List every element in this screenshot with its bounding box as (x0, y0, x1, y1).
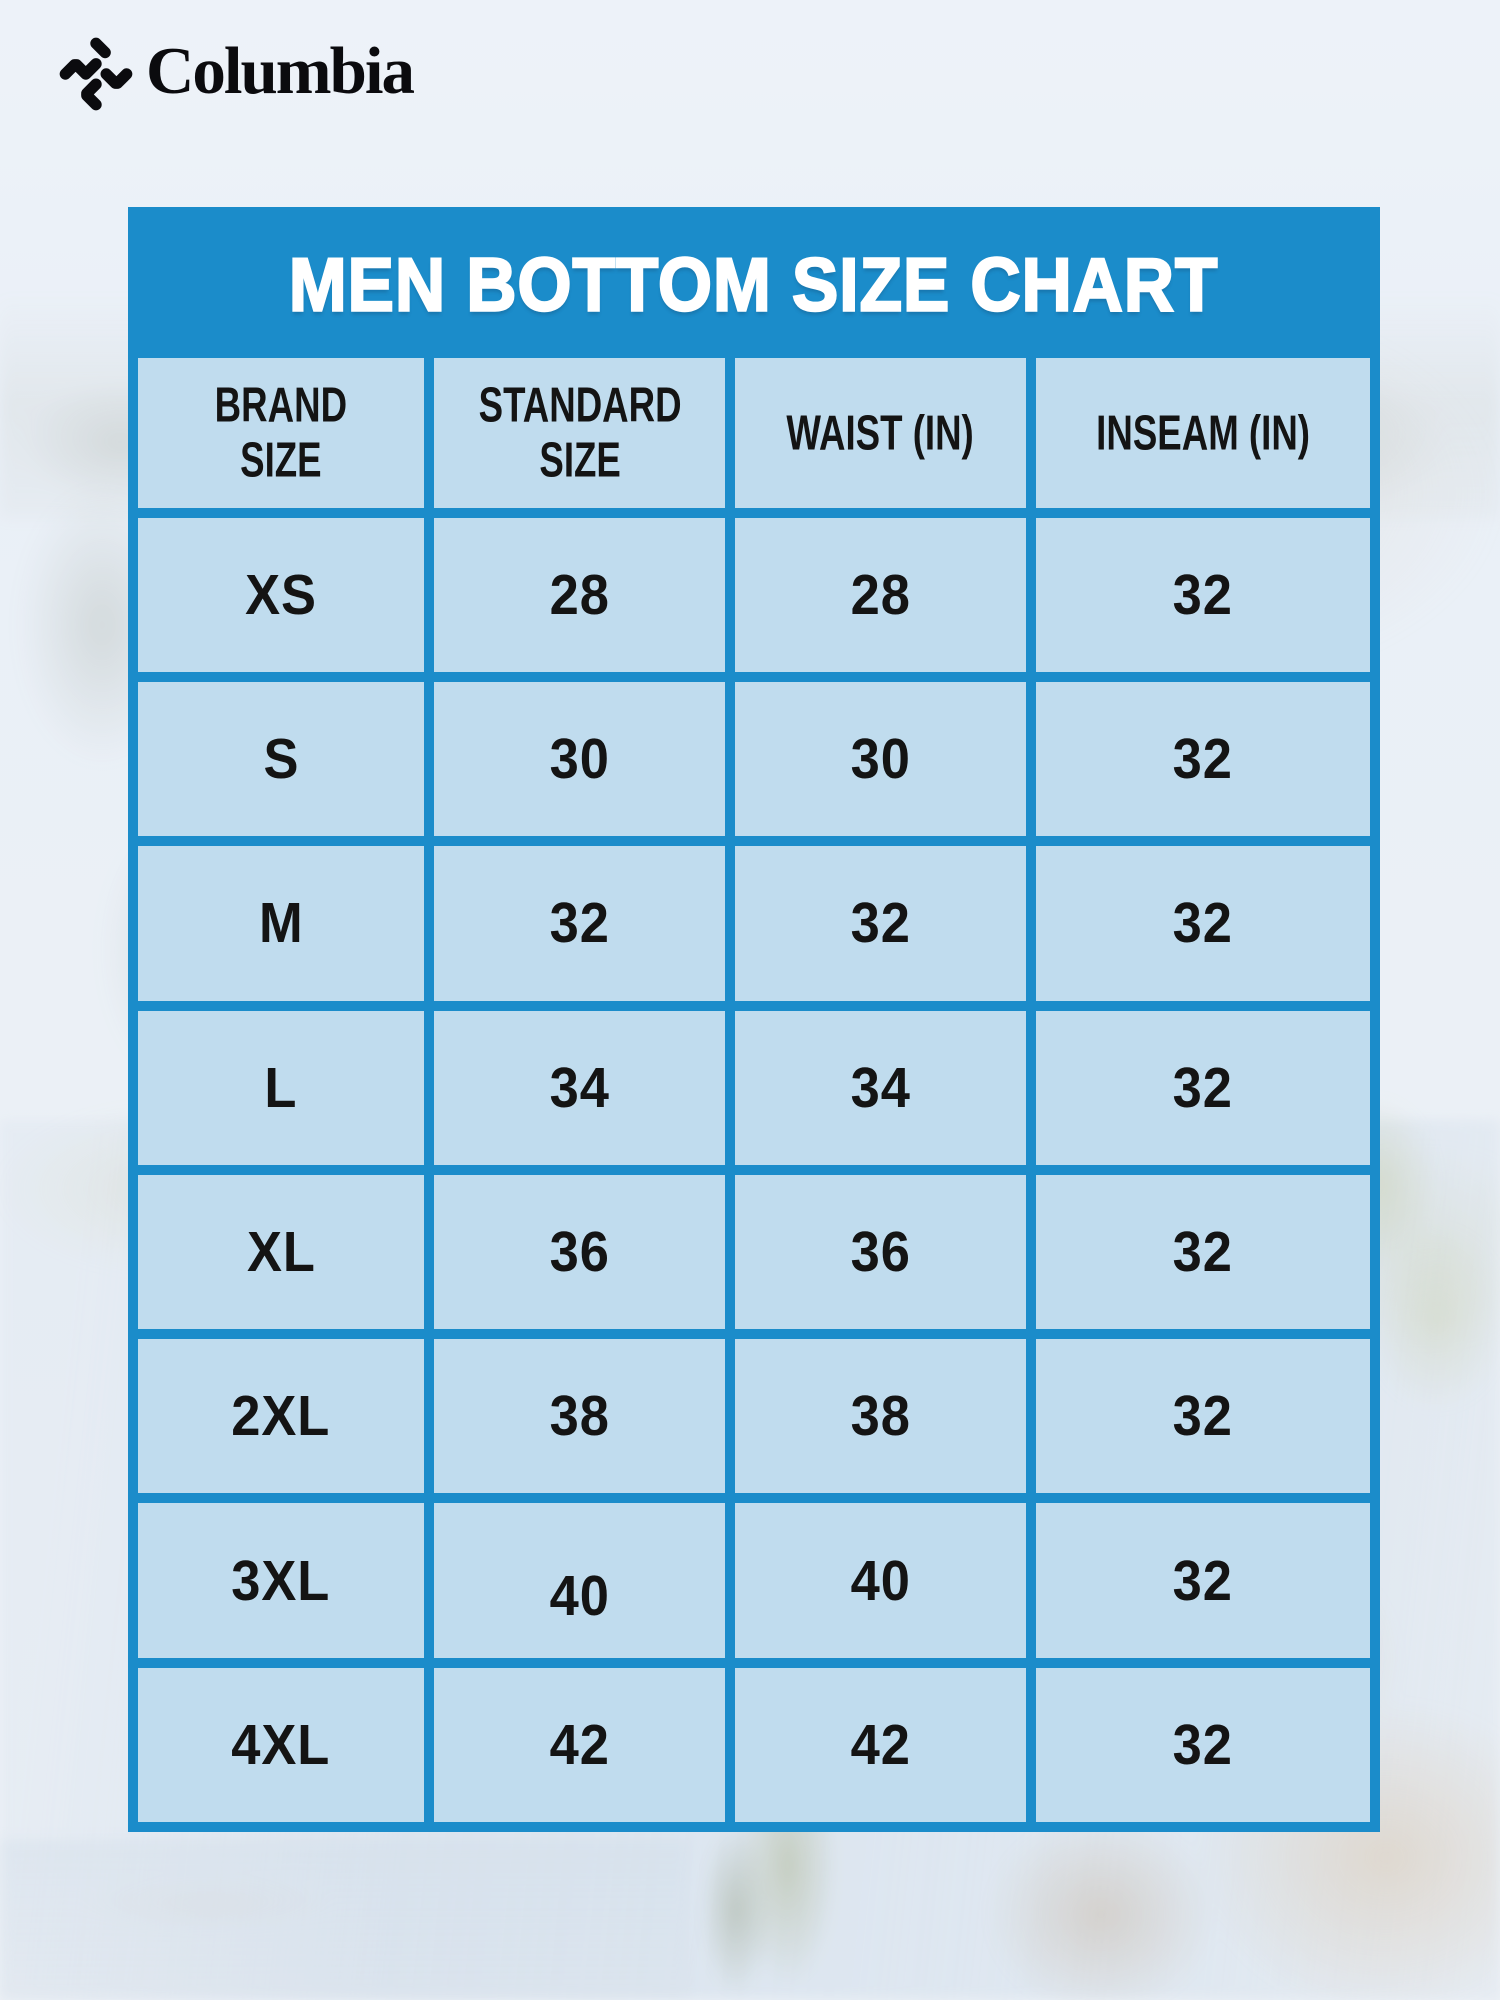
cell-value: 32 (1172, 727, 1233, 792)
size-value-cell: 32 (1035, 1667, 1370, 1822)
size-value-cell: 28 (434, 517, 726, 672)
cell-value: L (264, 1055, 298, 1120)
cell-value: M (258, 891, 304, 956)
size-value-cell: 32 (1035, 1174, 1370, 1330)
cell-value: 42 (549, 1712, 610, 1777)
size-value-cell: 32 (1035, 517, 1370, 672)
size-value-cell: 32 (1035, 1010, 1370, 1165)
size-value-cell: 28 (735, 517, 1026, 672)
brand-size-cell: 3XL (138, 1503, 425, 1658)
cell-value: 34 (850, 1055, 911, 1120)
size-chart-table: MEN BOTTOM SIZE CHART BRAND SIZE STANDARD… (128, 207, 1380, 1832)
size-value-cell: 42 (434, 1667, 726, 1822)
cell-value: S (263, 727, 300, 792)
cell-value: 34 (549, 1055, 610, 1120)
cell-value: 36 (850, 1219, 911, 1284)
size-value-cell: 32 (735, 846, 1026, 1001)
size-value-cell: 32 (434, 846, 726, 1001)
column-header: STANDARD SIZE (434, 358, 726, 508)
cell-value: 3XL (231, 1548, 331, 1613)
size-value-cell: 34 (735, 1010, 1026, 1165)
cell-value: 32 (1172, 1548, 1233, 1613)
brand-size-cell: S (138, 681, 425, 837)
size-value-cell: 30 (735, 681, 1026, 837)
cell-value: 42 (850, 1712, 911, 1777)
brand-size-cell: XS (138, 517, 425, 672)
size-grid: BRAND SIZE STANDARD SIZE WAIST (IN) INSEAM … (128, 348, 1380, 1832)
cell-value: 32 (1172, 891, 1233, 956)
size-value-cell: 32 (1035, 681, 1370, 837)
cell-value: 38 (850, 1384, 911, 1449)
column-header: INSEAM (IN) (1035, 358, 1370, 508)
size-value-cell: 32 (1035, 1339, 1370, 1494)
size-value-cell: 36 (735, 1174, 1026, 1330)
column-header: BRAND SIZE (138, 358, 425, 508)
column-header-label: BRAND SIZE (214, 377, 348, 487)
brand-size-cell: 4XL (138, 1667, 425, 1822)
brand-size-cell: 2XL (138, 1339, 425, 1494)
cell-value: XS (245, 562, 318, 627)
cell-value: 30 (549, 727, 610, 792)
brand-size-cell: XL (138, 1174, 425, 1330)
size-value-cell: 42 (735, 1667, 1026, 1822)
size-value-cell: 32 (1035, 1503, 1370, 1658)
cell-value: XL (246, 1219, 316, 1284)
cell-value: 40 (850, 1548, 911, 1613)
cell-value: 28 (549, 562, 610, 627)
cell-value: 32 (1172, 562, 1233, 627)
cell-value: 32 (1172, 1712, 1233, 1777)
chart-title-banner: MEN BOTTOM SIZE CHART (128, 207, 1380, 348)
size-value-cell: 38 (434, 1339, 726, 1494)
size-value-cell: 36 (434, 1174, 726, 1330)
cell-value: 38 (549, 1384, 610, 1449)
size-value-cell: 32 (1035, 846, 1370, 1001)
cell-value: 32 (850, 891, 911, 956)
column-header: WAIST (IN) (735, 358, 1026, 508)
cell-value: 28 (850, 562, 911, 627)
cell-value: 32 (1172, 1055, 1233, 1120)
cell-value: 36 (549, 1219, 610, 1284)
cell-value: 32 (1172, 1219, 1233, 1284)
brand-size-cell: M (138, 846, 425, 1001)
cell-value: 32 (1172, 1384, 1233, 1449)
columbia-gem-icon (59, 37, 133, 111)
size-value-cell: 38 (735, 1339, 1026, 1494)
cell-value: 40 (549, 1563, 610, 1628)
background-water (0, 1840, 690, 2000)
cell-value: 30 (850, 727, 911, 792)
cell-value: 32 (549, 891, 610, 956)
column-header-label: WAIST (IN) (786, 404, 975, 460)
brand-size-cell: L (138, 1010, 425, 1165)
size-value-cell: 40 (735, 1503, 1026, 1658)
brand-wordmark: Columbia (146, 33, 415, 108)
size-value-cell: 34 (434, 1010, 726, 1165)
size-value-cell: 40 (434, 1503, 726, 1658)
column-header-label: INSEAM (IN) (1095, 404, 1310, 460)
chart-title: MEN BOTTOM SIZE CHART (288, 241, 1219, 327)
column-header-label: STANDARD SIZE (478, 377, 682, 487)
cell-value: 2XL (231, 1384, 331, 1449)
size-value-cell: 30 (434, 681, 726, 837)
brand-logo: Columbia (58, 28, 415, 120)
cell-value: 4XL (231, 1712, 331, 1777)
